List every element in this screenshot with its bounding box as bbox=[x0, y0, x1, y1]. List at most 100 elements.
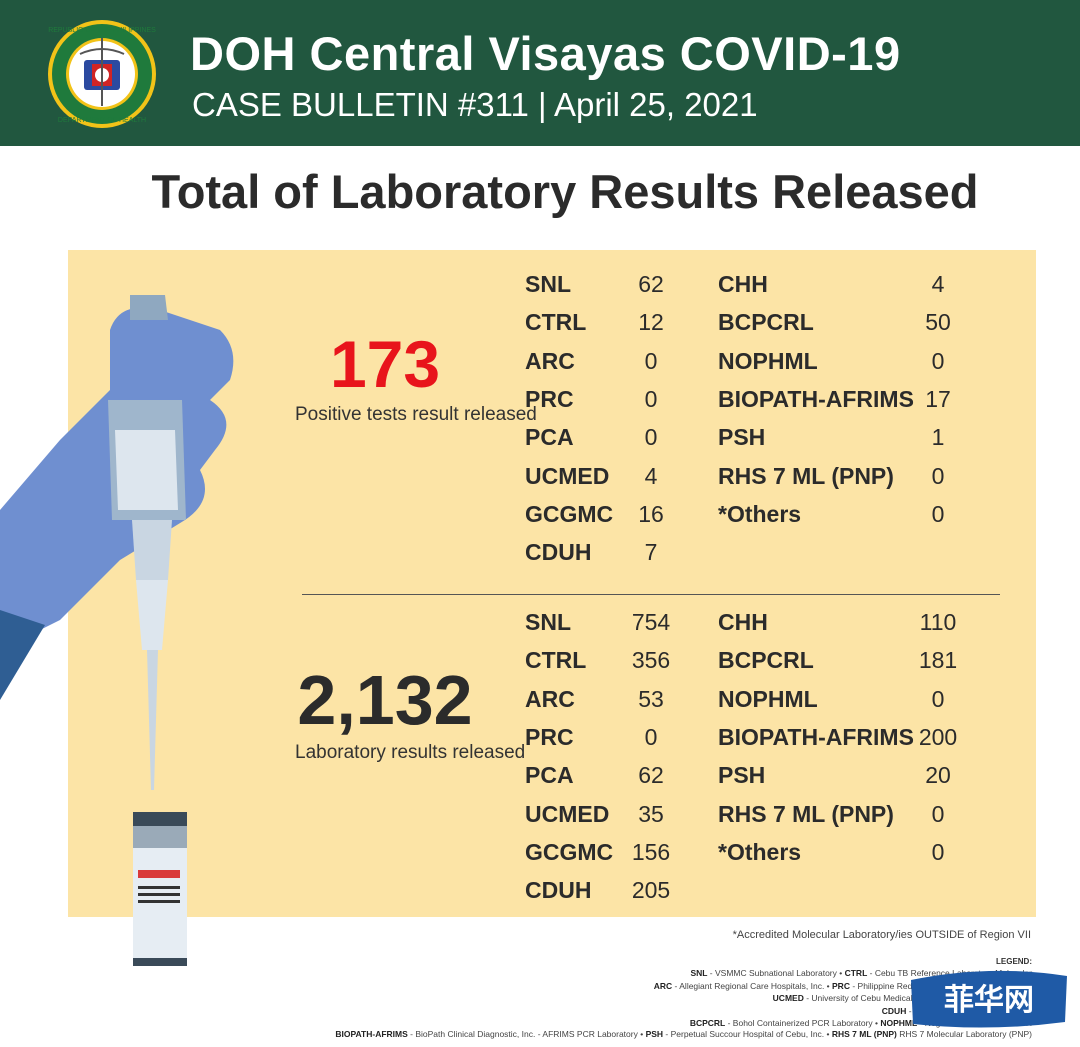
lab-row: RHS 7 ML (PNP) 0 bbox=[718, 801, 968, 831]
lab-name: NOPHML bbox=[718, 685, 818, 712]
lab-count: 110 bbox=[919, 609, 957, 635]
lab-name: BIOPATH-AFRIMS bbox=[718, 385, 914, 412]
lab-name: UCMED bbox=[525, 800, 610, 827]
lab-name: CDUH bbox=[525, 539, 592, 566]
lab-count: 0 bbox=[644, 424, 658, 451]
lab-name: SNL bbox=[525, 271, 571, 297]
lab-count: 0 bbox=[931, 462, 945, 489]
lab-count: 0 bbox=[931, 800, 945, 827]
lab-count: 20 bbox=[925, 762, 951, 789]
lab-row: *Others 0 bbox=[718, 501, 968, 531]
lab-count: 1 bbox=[931, 424, 945, 451]
footnote: *Accredited Molecular Laboratory/ies OUT… bbox=[732, 929, 1031, 941]
lab-count: 17 bbox=[925, 385, 951, 412]
positive-label: Positive tests result released bbox=[295, 404, 537, 425]
lab-name: NOPHML bbox=[718, 347, 818, 374]
lab-name: PCA bbox=[525, 762, 574, 789]
lab-row: SNL 62 bbox=[525, 271, 685, 301]
lab-row: BIOPATH-AFRIMS 17 bbox=[718, 386, 968, 416]
lab-row: BIOPATH-AFRIMS 200 bbox=[718, 724, 968, 754]
lab-row: CDUH 7 bbox=[525, 539, 685, 569]
lab-count: 0 bbox=[931, 838, 945, 865]
lab-row: UCMED 4 bbox=[525, 463, 685, 493]
doh-seal-logo: REPUBLIC OF THE PHILIPPINES DEPARTMENT O… bbox=[48, 20, 156, 128]
lab-name: PCA bbox=[525, 424, 574, 451]
lab-name: BIOPATH-AFRIMS bbox=[718, 723, 914, 750]
header-banner: REPUBLIC OF THE PHILIPPINES DEPARTMENT O… bbox=[0, 0, 1080, 146]
lab-row: PRC 0 bbox=[525, 386, 685, 416]
lab-row: SNL 754 bbox=[525, 609, 685, 639]
pipette-hand-illustration bbox=[0, 295, 234, 966]
lab-name: *Others bbox=[718, 500, 802, 527]
lab-count: 181 bbox=[918, 647, 958, 674]
lab-name: PRC bbox=[525, 723, 574, 750]
page-title: Total of Laboratory Results Released bbox=[151, 165, 979, 218]
lab-row: PRC 0 bbox=[525, 724, 685, 754]
lab-count: 0 bbox=[931, 500, 945, 527]
lab-name: CTRL bbox=[525, 647, 587, 674]
lab-count: 356 bbox=[631, 647, 671, 674]
lab-row: BCPCRL 181 bbox=[718, 647, 968, 677]
total-count: 2,132 bbox=[297, 661, 473, 739]
legend-line: BIOPATH-AFRIMS - BioPath Clinical Diagno… bbox=[335, 1029, 1032, 1039]
lab-row: ARC 53 bbox=[525, 686, 685, 716]
lab-row: CDUH 205 bbox=[525, 877, 685, 907]
lab-name: UCMED bbox=[525, 462, 610, 489]
lab-row: CHH 110 bbox=[718, 609, 968, 639]
lab-count: 35 bbox=[638, 800, 664, 827]
lab-name: CTRL bbox=[525, 309, 587, 336]
lab-row: CTRL 12 bbox=[525, 309, 685, 339]
lab-name: BCPCRL bbox=[718, 309, 814, 336]
lab-name: CHH bbox=[718, 271, 768, 297]
lab-row: NOPHML 0 bbox=[718, 686, 968, 716]
lab-row: PSH 20 bbox=[718, 762, 968, 792]
lab-name: PSH bbox=[718, 424, 766, 451]
lab-row: PCA 62 bbox=[525, 762, 685, 792]
total-summary: 2,132 Laboratory results released bbox=[255, 660, 525, 766]
lab-count: 50 bbox=[925, 309, 951, 336]
legend-title: LEGEND: bbox=[996, 957, 1032, 966]
bulletin-subtitle: CASE BULLETIN #311 | April 25, 2021 bbox=[192, 86, 758, 123]
lab-row: *Others 0 bbox=[718, 839, 968, 869]
lab-name: CHH bbox=[718, 609, 768, 635]
positive-summary: 173 Positive tests result released bbox=[255, 326, 537, 428]
lab-name: SNL bbox=[525, 609, 571, 635]
lab-row: PSH 1 bbox=[718, 424, 968, 454]
lab-name: BCPCRL bbox=[718, 647, 814, 674]
lab-count: 16 bbox=[638, 500, 664, 527]
lab-row: RHS 7 ML (PNP) 0 bbox=[718, 463, 968, 493]
lab-row: CHH 4 bbox=[718, 271, 968, 301]
lab-count: 0 bbox=[931, 685, 945, 712]
lab-count: 4 bbox=[644, 462, 658, 489]
lab-count: 0 bbox=[931, 347, 945, 374]
lab-row: BCPCRL 50 bbox=[718, 309, 968, 339]
lab-count: 156 bbox=[631, 838, 671, 865]
lab-name: ARC bbox=[525, 685, 575, 712]
lab-row: GCGMC 156 bbox=[525, 839, 685, 869]
lab-count: 200 bbox=[918, 723, 958, 750]
lab-count: 62 bbox=[638, 271, 664, 297]
bulletin-title: DOH Central Visayas COVID-19 bbox=[190, 27, 901, 80]
section-divider bbox=[302, 594, 1000, 595]
lab-name: CDUH bbox=[525, 877, 592, 904]
lab-row: GCGMC 16 bbox=[525, 501, 685, 531]
seal-bottom-text: DEPARTMENT OF HEALTH bbox=[58, 117, 146, 124]
lab-row: PCA 0 bbox=[525, 424, 685, 454]
legend-line: SNL - VSMMC Subnational Laboratory • CTR… bbox=[690, 968, 1032, 978]
lab-name: ARC bbox=[525, 347, 575, 374]
lab-count: 53 bbox=[638, 685, 664, 712]
watermark-text: 菲华网 bbox=[944, 983, 1034, 1018]
lab-name: GCGMC bbox=[525, 838, 614, 865]
lab-count: 754 bbox=[631, 609, 671, 635]
lab-count: 12 bbox=[638, 309, 664, 336]
lab-row: NOPHML 0 bbox=[718, 348, 968, 378]
lab-row: UCMED 35 bbox=[525, 801, 685, 831]
lab-name: RHS 7 ML (PNP) bbox=[718, 462, 894, 489]
lab-count: 205 bbox=[631, 877, 671, 904]
lab-name: PSH bbox=[718, 762, 766, 789]
lab-row: CTRL 356 bbox=[525, 647, 685, 677]
lab-name: GCGMC bbox=[525, 500, 614, 527]
lab-row: ARC 0 bbox=[525, 348, 685, 378]
lab-name: PRC bbox=[525, 385, 574, 412]
watermark-logo: 菲华网 bbox=[911, 970, 1067, 1028]
